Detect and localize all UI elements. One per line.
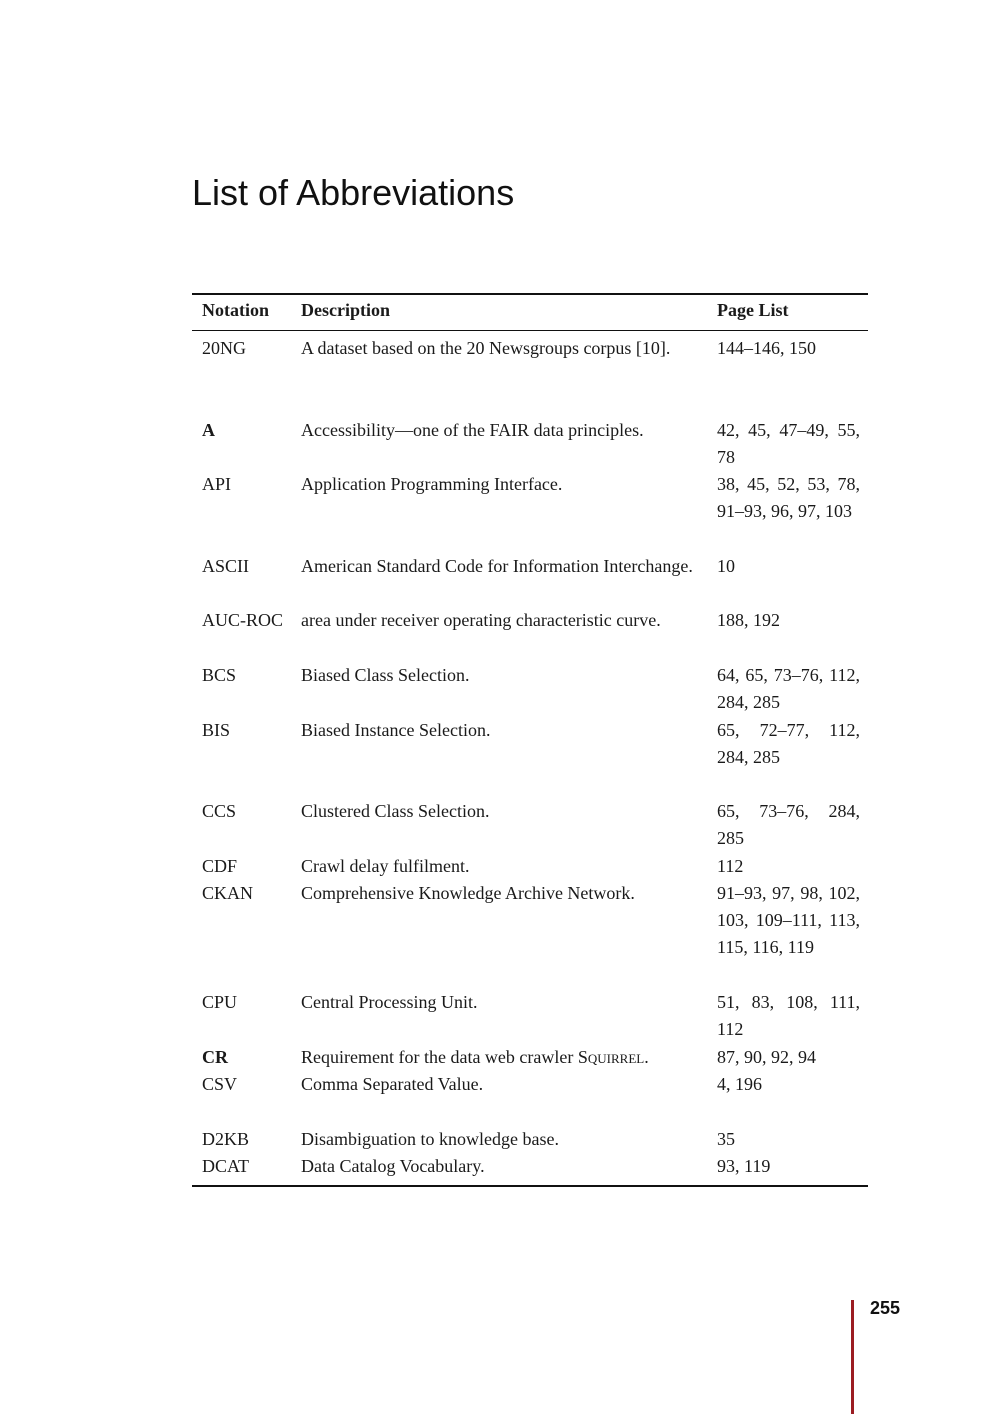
description-cell: Comprehensive Knowledge Archive Network. <box>301 883 635 903</box>
description-cell: Disambiguation to knowledge base. <box>301 1129 559 1149</box>
description-cell: Comma Separated Value. <box>301 1074 484 1094</box>
notation-cell: CPU <box>202 992 238 1012</box>
notation-cell: 20NG <box>202 338 246 358</box>
notation-cell: ASCII <box>202 556 250 576</box>
notation-cell: AUC-ROC <box>202 610 284 630</box>
description-cell: Data Catalog Vocabulary. <box>301 1156 485 1176</box>
description-cell: American Standard Code for Information I… <box>301 556 693 576</box>
page-list-cell: 42, 45, 47–49, 55, 78 <box>717 420 860 467</box>
description-cell: A dataset based on the 20 Newsgroups cor… <box>301 338 671 358</box>
page-list-cell: 93, 119 <box>717 1156 771 1176</box>
page-list-cell: 4, 196 <box>717 1074 762 1094</box>
notation-cell: API <box>202 474 232 494</box>
squirrel-name: Squirrel <box>577 1047 645 1067</box>
notation-cell: CCS <box>202 801 237 821</box>
page-list-cell: 65, 73–76, 284, 285 <box>717 801 860 848</box>
description-cell: Central Processing Unit. <box>301 992 478 1012</box>
notation-cell: CKAN <box>202 883 254 903</box>
page-list-cell: 64, 65, 73–76, 112, 284, 285 <box>717 665 860 712</box>
column-header-description: Description <box>301 300 390 320</box>
notation-cell: CDF <box>202 856 238 876</box>
notation-cell: A <box>202 420 215 440</box>
page-list-cell: 10 <box>717 556 735 576</box>
page-number: 255 <box>870 1298 901 1318</box>
notation-cell: CSV <box>202 1074 238 1094</box>
page-title: List of Abbreviations <box>192 172 515 213</box>
page-list-cell: 35 <box>717 1129 735 1149</box>
notation-cell: DCAT <box>202 1156 250 1176</box>
page-list-cell: 112 <box>717 856 744 876</box>
notation-cell: BCS <box>202 665 237 685</box>
notation-cell: BIS <box>202 720 231 740</box>
page-list-cell: 188, 192 <box>717 610 780 630</box>
column-header-notation: Notation <box>202 300 269 320</box>
description-cell: Clustered Class Selection. <box>301 801 490 821</box>
description-cell: Biased Class Selection. <box>301 665 470 685</box>
description-cell: Requirement for the data web crawler Squ… <box>301 1047 649 1067</box>
page-list-cell: 87, 90, 92, 94 <box>717 1047 816 1067</box>
description-cell: Crawl delay fulfilment. <box>301 856 470 876</box>
page-list-cell: 65, 72–77, 112, 284, 285 <box>717 720 860 767</box>
page-list-cell: 51, 83, 108, 111, 112 <box>717 992 860 1039</box>
page-list-cell: 38, 45, 52, 53, 78, 91–93, 96, 97, 103 <box>717 474 860 521</box>
page-list-cell: 91–93, 97, 98, 102, 103, 109–111, 113, 1… <box>717 883 860 957</box>
description-cell: Biased Instance Selection. <box>301 720 491 740</box>
column-header-pages: Page List <box>717 300 789 320</box>
page-list-cell: 144–146, 150 <box>717 338 816 358</box>
description-cell: Application Programming Interface. <box>301 474 563 494</box>
page-number-bar <box>851 1300 854 1414</box>
notation-cell: D2KB <box>202 1129 250 1149</box>
table-header-rule <box>192 330 868 331</box>
description-cell: area under receiver operating characteri… <box>301 610 661 630</box>
description-cell: Accessibility—one of the FAIR data princ… <box>301 420 644 440</box>
notation-cell: CR <box>202 1047 228 1067</box>
table-bottom-rule <box>192 1185 868 1187</box>
table-top-rule <box>192 293 868 295</box>
